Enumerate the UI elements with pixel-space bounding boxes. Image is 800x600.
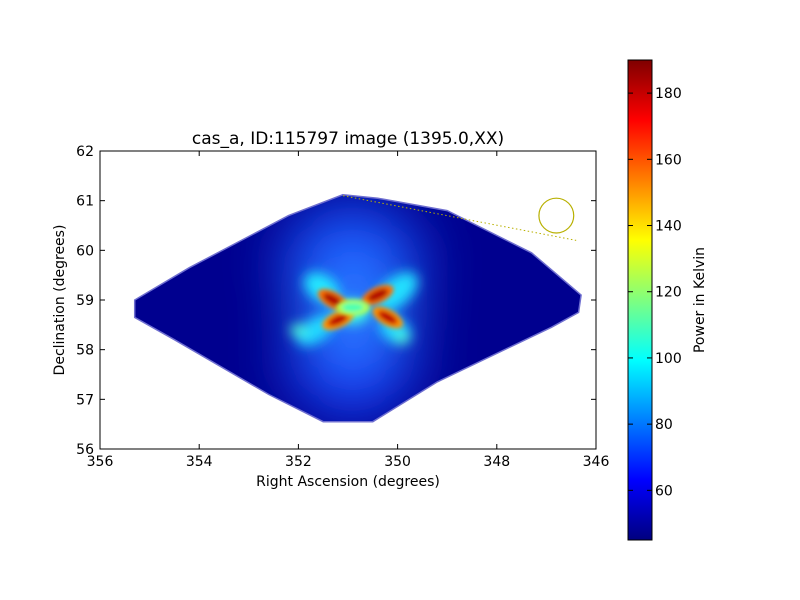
x-tick-label: 346 [583,454,610,470]
hotspot [322,309,354,331]
colorbar: 60 80 100 120 140 160 180 Power in Kelvin [627,59,708,541]
chart-title: cas_a, ID:115797 image (1395.0,XX) [192,129,504,149]
colorbar-label: Power in Kelvin [692,247,708,353]
colorbar-tick-label: 160 [655,152,682,168]
y-tick-label: 62 [76,144,94,160]
colorbar-tick-label: 180 [655,86,682,102]
y-tick-label: 56 [76,442,94,458]
colorbar-tick-label: 80 [655,417,673,433]
cyan-lobe-upper-right [374,272,418,312]
x-tick-label: 352 [285,454,312,470]
x-tick-label: 356 [87,454,114,470]
hotspot-peak [332,316,344,324]
colorbar-tick-label: 140 [655,219,682,235]
y-tick-label: 60 [76,243,94,259]
hotspot [372,306,403,329]
x-axis-label: Right Ascension (degrees) [256,474,440,490]
cyan-spot-left [290,324,306,336]
y-tick-label: 58 [76,343,94,359]
axes: 356 354 352 350 348 346 56 57 58 59 60 61 62 [76,144,609,470]
hotspot-peak [382,313,394,322]
colorbar-tick-label: 60 [655,483,673,499]
coverage-outline [133,193,582,423]
y-tick-label: 57 [76,392,94,408]
hotspot-layer [317,284,403,331]
colorbar-tick-label: 120 [655,285,682,301]
y-tick-label: 59 [76,293,94,309]
x-tick-label: 348 [483,454,510,470]
hotspot [335,299,370,316]
hotspot-core [341,302,364,312]
beam-marker-circle [538,197,575,234]
colorbar-ticks: 60 80 100 120 140 160 180 [628,86,682,499]
x-tick-label: 354 [186,454,213,470]
hotspot-peak [372,291,384,299]
colorbar-gradient [627,59,653,541]
y-axis-label: Declination (degrees) [52,225,68,376]
y-tick-label: 61 [76,194,94,210]
colorbar-tick-label: 100 [655,351,682,367]
plot-frame [99,150,597,450]
cyan-spot-right [395,332,409,344]
hotspot [361,284,394,306]
x-tick-label: 350 [384,454,411,470]
hotspot-peak [327,296,339,304]
